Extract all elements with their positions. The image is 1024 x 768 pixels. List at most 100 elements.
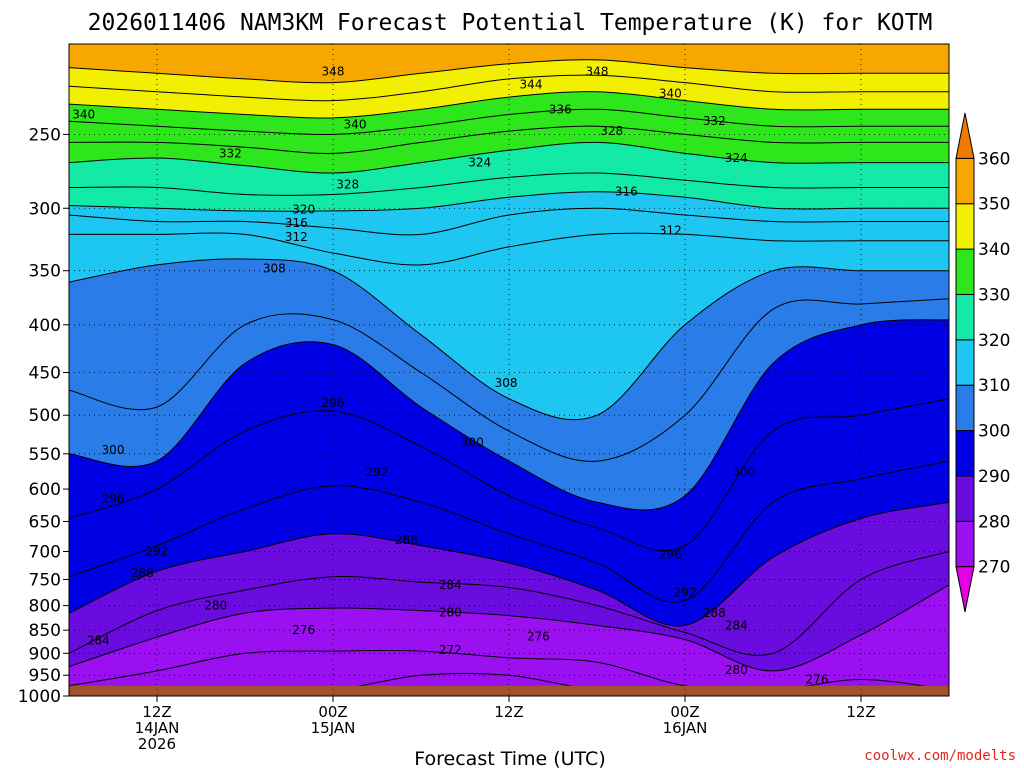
contour-label: 348 bbox=[586, 64, 609, 78]
contour-label: 300 bbox=[732, 465, 755, 479]
contour-label: 280 bbox=[725, 663, 748, 677]
contour-line bbox=[69, 584, 949, 672]
colorbar-arrow-high bbox=[955, 112, 975, 159]
contour-label: 340 bbox=[659, 87, 682, 101]
contour-label: 276 bbox=[292, 623, 315, 637]
pressure-tick-label: 550 bbox=[29, 445, 61, 465]
contour-label: 332 bbox=[703, 114, 726, 128]
credit-text: coolwx.com/modelts bbox=[864, 748, 1016, 764]
contour-label: 340 bbox=[344, 118, 367, 132]
contour-label: 324 bbox=[725, 151, 748, 165]
colorbar-label: 350 bbox=[978, 195, 1010, 215]
colorbar-swatch bbox=[955, 248, 975, 295]
pressure-tick-label: 500 bbox=[29, 406, 61, 426]
contour-label: 296 bbox=[322, 396, 345, 410]
pressure-tick-label: 850 bbox=[29, 621, 61, 641]
colorbar-swatch bbox=[955, 430, 975, 477]
colorbar-swatch bbox=[955, 203, 975, 250]
contour-label: 348 bbox=[322, 64, 345, 78]
colorbar-swatch bbox=[955, 157, 975, 205]
pressure-tick-label: 300 bbox=[29, 199, 61, 219]
contour-line bbox=[69, 460, 949, 603]
pressure-tick-label: 800 bbox=[29, 597, 61, 617]
time-tick-label: 12Z bbox=[142, 703, 171, 721]
time-tick-label: 12Z bbox=[494, 703, 523, 721]
time-tick-label: 00Z bbox=[318, 703, 347, 721]
colorbar-swatch bbox=[955, 384, 975, 432]
contour-label: 344 bbox=[520, 77, 543, 91]
pressure-axis: 250 300 350 400 450 500 550 600 650 700 750 800 850 9… bbox=[18, 125, 69, 707]
colorbar-label: 270 bbox=[978, 558, 1010, 578]
contour-label: 288 bbox=[395, 533, 418, 547]
pressure-tick-label: 350 bbox=[29, 262, 61, 282]
contour-line bbox=[69, 59, 949, 84]
pressure-tick-label: 700 bbox=[29, 543, 61, 563]
contour-label: 288 bbox=[131, 566, 154, 580]
contour-line bbox=[69, 501, 949, 627]
time-tick-label: 16JAN bbox=[663, 719, 708, 737]
contour-line bbox=[69, 91, 949, 119]
time-tick-label: 00Z bbox=[670, 703, 699, 721]
time-tick-label: 15JAN bbox=[311, 719, 356, 737]
colorbar: 270 280 290 300 310 320 330 340 350 360 bbox=[955, 112, 1010, 613]
contour-line bbox=[69, 298, 949, 462]
contour-label: 284 bbox=[725, 618, 748, 632]
contour-label: 316 bbox=[615, 185, 638, 199]
time-tick-label: 14JAN bbox=[135, 719, 180, 737]
colorbar-label: 290 bbox=[978, 467, 1010, 487]
colorbar-swatch bbox=[955, 293, 975, 341]
pressure-tick-label: 1000 bbox=[18, 687, 61, 707]
contour-label: 284 bbox=[439, 578, 462, 592]
pressure-tick-label: 900 bbox=[29, 644, 61, 664]
time-tick-label: 2026 bbox=[138, 735, 176, 753]
contour-line bbox=[69, 141, 949, 174]
contour-label: 288 bbox=[703, 606, 726, 620]
contour-label: 320 bbox=[292, 203, 315, 217]
contour-label: 324 bbox=[468, 156, 491, 170]
colorbar-swatch bbox=[955, 520, 975, 568]
contour-line bbox=[69, 319, 949, 511]
contour-label: 272 bbox=[439, 643, 462, 657]
contour-label: 284 bbox=[87, 634, 110, 648]
contour-label: 336 bbox=[549, 102, 572, 116]
contour-line bbox=[69, 191, 949, 212]
contour-label: 312 bbox=[659, 224, 682, 238]
contour-label: 296 bbox=[659, 547, 682, 561]
contour-line bbox=[69, 74, 949, 102]
contour-label: 308 bbox=[263, 261, 286, 275]
contour-label: 292 bbox=[674, 586, 697, 600]
contour-line bbox=[69, 258, 949, 421]
colorbar-label: 280 bbox=[978, 512, 1010, 532]
x-axis-label: Forecast Time (UTC) bbox=[414, 748, 605, 768]
contour-line bbox=[69, 232, 949, 266]
contour-label: 280 bbox=[204, 599, 227, 613]
contour-line bbox=[69, 551, 949, 656]
colorbar-label: 330 bbox=[978, 285, 1010, 305]
contour-label: 292 bbox=[366, 465, 389, 479]
colorbar-label: 320 bbox=[978, 331, 1010, 351]
contour-label: 296 bbox=[102, 491, 125, 505]
pressure-tick-label: 400 bbox=[29, 316, 61, 336]
colorbar-label: 340 bbox=[978, 240, 1010, 260]
contour-labels: 348 344 348 340 340 340 336 332 328 332 324 324 328 3… bbox=[72, 64, 828, 686]
contour-label: 300 bbox=[461, 436, 484, 450]
contour-label: 276 bbox=[527, 629, 550, 643]
contour-label: 276 bbox=[806, 672, 829, 686]
ground-surface bbox=[69, 685, 949, 696]
pressure-tick-label: 250 bbox=[29, 125, 61, 145]
contour-line bbox=[69, 172, 949, 196]
pressure-tick-label: 600 bbox=[29, 480, 61, 500]
contour-label: 300 bbox=[102, 443, 125, 457]
colorbar-label: 300 bbox=[978, 422, 1010, 442]
pressure-tick-label: 950 bbox=[29, 666, 61, 686]
pressure-tick-label: 650 bbox=[29, 512, 61, 532]
contour-label: 340 bbox=[72, 107, 95, 121]
contour-label: 332 bbox=[219, 146, 242, 160]
colorbar-swatch bbox=[955, 339, 975, 386]
contour-line bbox=[69, 398, 949, 552]
colorbar-swatch bbox=[955, 475, 975, 522]
contour-label: 316 bbox=[285, 216, 308, 230]
pressure-tick-label: 750 bbox=[29, 570, 61, 590]
